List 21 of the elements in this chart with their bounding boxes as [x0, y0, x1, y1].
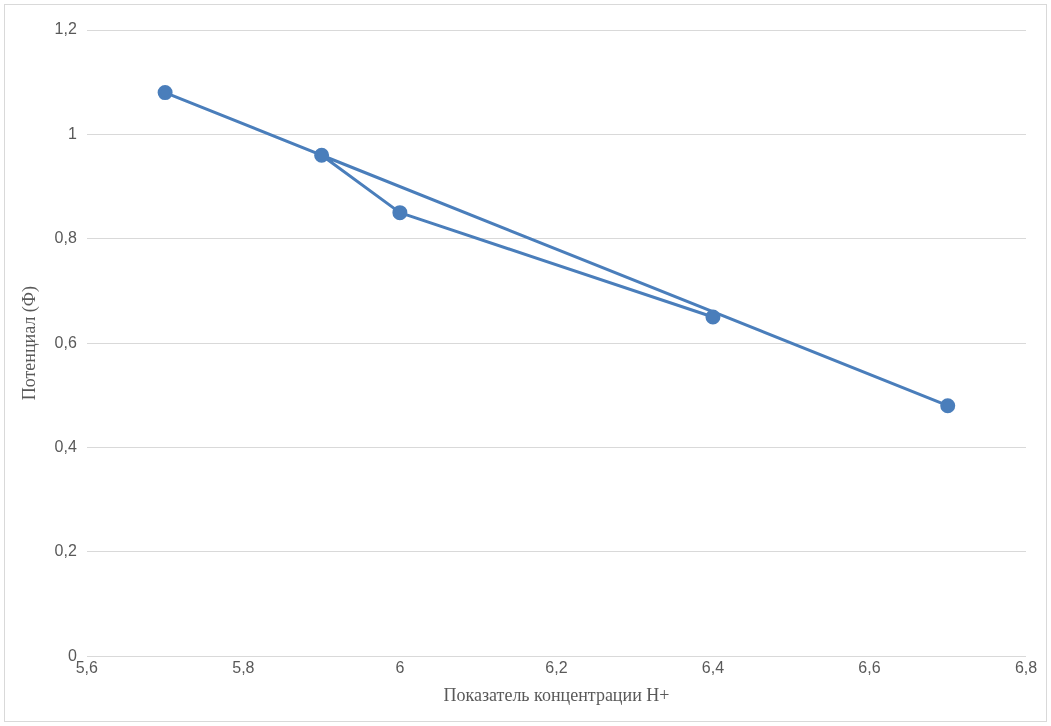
point [157, 85, 173, 101]
x-tick-label: 6 [395, 659, 405, 677]
x-tick-label: 5,8 [232, 659, 255, 677]
x-tick-label: 6,6 [858, 659, 881, 677]
point [314, 147, 330, 163]
y-tick-label: 0 [67, 646, 77, 664]
y-axis-title: Потенциал (Ф) [18, 285, 40, 401]
y-tick-label: 0,6 [54, 333, 77, 351]
x-tick-label: 6,4 [701, 659, 725, 677]
y-tick-label: 0,4 [54, 437, 77, 455]
x-tick-label: 6,8 [1014, 659, 1038, 677]
y-tick-label: 1 [67, 124, 77, 142]
point [392, 205, 408, 221]
x-axis-title: Показатель концентрации H+ [443, 684, 670, 705]
x-tick-label: 5,6 [75, 659, 99, 677]
x-tick-label: 6,2 [545, 659, 568, 677]
y-tick-label: 0,2 [54, 542, 77, 560]
y-tick-label: 0,8 [54, 229, 77, 247]
point [705, 309, 721, 325]
point [940, 398, 956, 414]
y-tick-label: 1,2 [54, 20, 77, 38]
